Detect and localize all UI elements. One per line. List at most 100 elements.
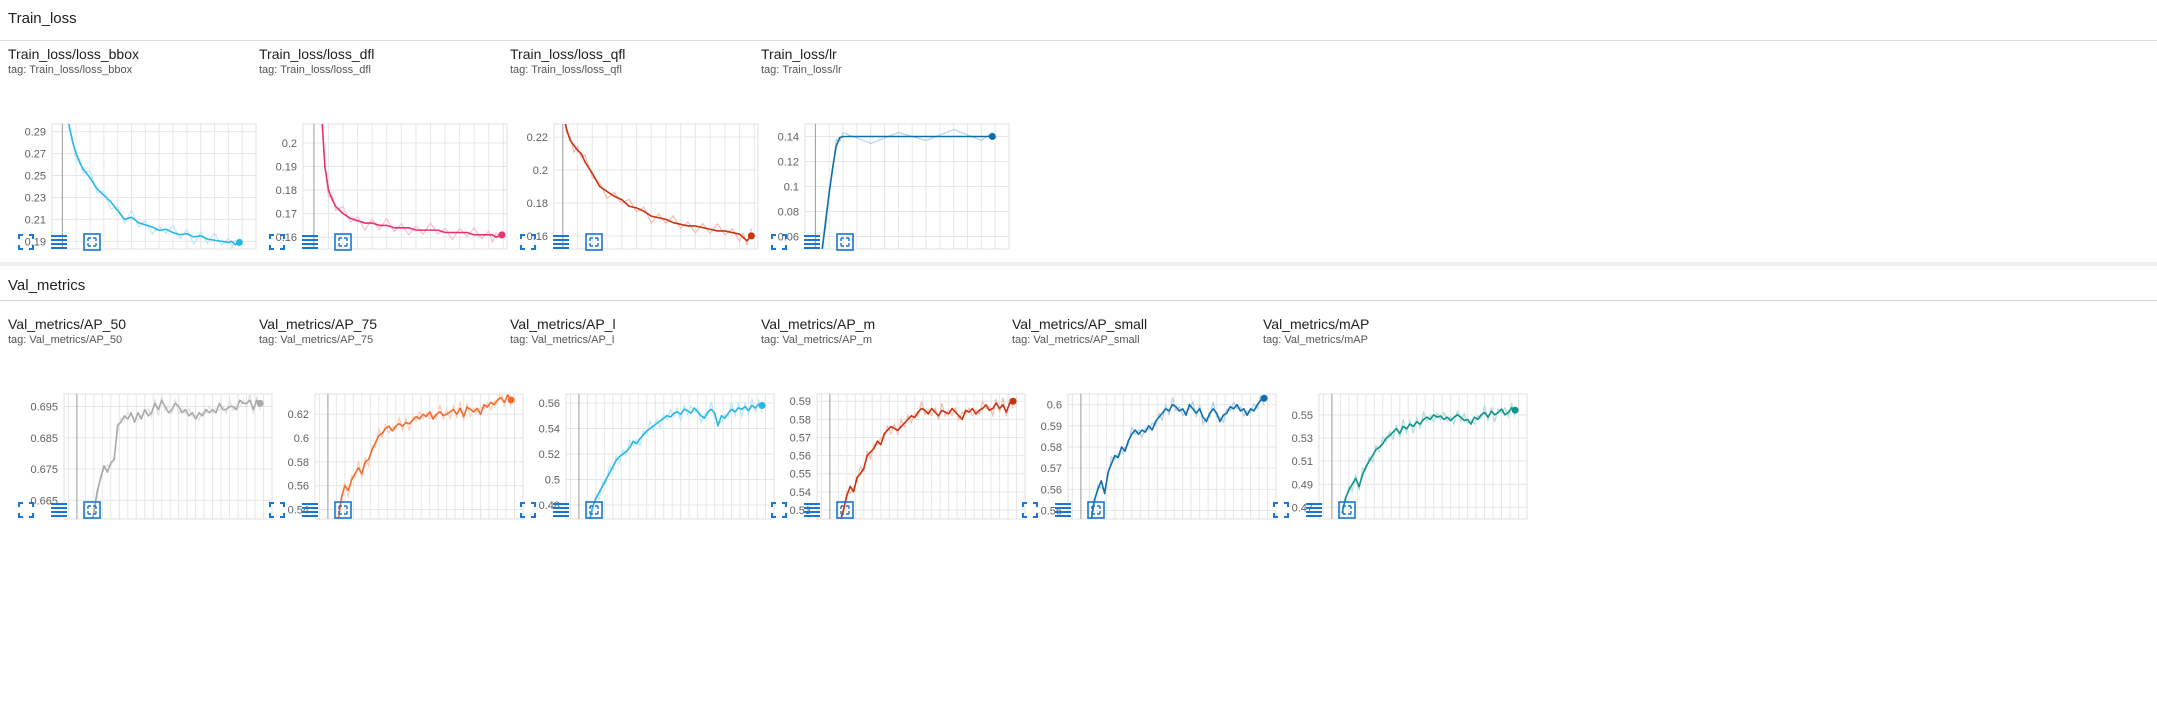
plot-area bbox=[1067, 393, 1277, 520]
section-train-loss: Train_loss Train_loss/loss_bbox tag: Trai… bbox=[0, 0, 2157, 266]
fit-domain-button[interactable] bbox=[331, 231, 355, 253]
data-table-icon bbox=[804, 503, 820, 517]
fullscreen-button[interactable] bbox=[1018, 499, 1042, 521]
chart-tag: tag: Val_metrics/AP_75 bbox=[259, 334, 374, 346]
y-tick-label: 0.19 bbox=[276, 161, 297, 173]
y-tick-label: 0.49 bbox=[1292, 479, 1313, 491]
fit-domain-button[interactable] bbox=[1335, 499, 1359, 521]
plot-area bbox=[63, 393, 273, 520]
fullscreen-button[interactable] bbox=[1269, 499, 1293, 521]
series-line[interactable] bbox=[589, 403, 763, 524]
y-tick-label: 0.58 bbox=[288, 457, 309, 469]
series-last-point[interactable] bbox=[1009, 397, 1017, 405]
plot-area bbox=[51, 123, 257, 250]
series-last-point[interactable] bbox=[498, 231, 506, 239]
fit-domain-button[interactable] bbox=[833, 499, 857, 521]
fullscreen-icon bbox=[520, 502, 536, 518]
series-last-point[interactable] bbox=[1260, 394, 1268, 402]
series-last-point[interactable] bbox=[235, 238, 243, 246]
fullscreen-button[interactable] bbox=[265, 499, 289, 521]
series-last-point[interactable] bbox=[1511, 406, 1519, 414]
line-chart[interactable]: 0.550.560.570.580.590.605101520253035404… bbox=[1004, 316, 1334, 526]
series-line[interactable] bbox=[840, 400, 1014, 522]
y-tick-label: 0.16 bbox=[527, 231, 548, 243]
data-table-button[interactable] bbox=[800, 499, 824, 521]
line-chart[interactable]: 0.6650.6750.6850.69505101520253035404550… bbox=[0, 316, 330, 526]
chart-toolbar bbox=[516, 231, 606, 253]
chart-title: Val_metrics/AP_l bbox=[510, 316, 616, 332]
line-chart[interactable]: 0.190.210.230.250.270.2904008001.2k1.6k2… bbox=[0, 46, 330, 256]
data-table-button[interactable] bbox=[549, 499, 573, 521]
fullscreen-button[interactable] bbox=[265, 231, 289, 253]
fit-domain-button[interactable] bbox=[80, 499, 104, 521]
series-line[interactable] bbox=[87, 399, 261, 526]
y-tick-label: 0.19 bbox=[25, 236, 46, 248]
series-line[interactable] bbox=[815, 135, 993, 257]
series-line[interactable] bbox=[62, 71, 240, 246]
series-line[interactable] bbox=[1090, 397, 1265, 521]
fullscreen-button[interactable] bbox=[516, 231, 540, 253]
line-chart[interactable]: 0.060.080.10.120.1404008001.2k1.6k2k2.4k bbox=[753, 46, 1083, 256]
fit-domain-button[interactable] bbox=[582, 499, 606, 521]
series-last-point[interactable] bbox=[256, 399, 264, 407]
fit-domain-icon bbox=[334, 233, 352, 251]
series-last-point[interactable] bbox=[758, 401, 766, 409]
series-last-point[interactable] bbox=[507, 396, 515, 404]
fit-domain-button[interactable] bbox=[1084, 499, 1108, 521]
fullscreen-button[interactable] bbox=[14, 231, 38, 253]
y-tick-label: 0.62 bbox=[288, 409, 309, 421]
line-chart[interactable]: 0.540.560.580.60.62051015202530354045505… bbox=[251, 316, 581, 526]
fit-domain-button[interactable] bbox=[80, 231, 104, 253]
data-table-button[interactable] bbox=[1051, 499, 1075, 521]
line-chart[interactable]: 0.480.50.520.540.56051015202530354045505… bbox=[502, 316, 832, 526]
y-tick-label: 0.52 bbox=[539, 449, 560, 461]
data-table-button[interactable] bbox=[298, 231, 322, 253]
fit-domain-button[interactable] bbox=[833, 231, 857, 253]
line-chart[interactable]: 0.530.540.550.560.570.580.59051015202530… bbox=[753, 316, 1083, 526]
fit-domain-button[interactable] bbox=[331, 499, 355, 521]
fit-domain-icon bbox=[836, 233, 854, 251]
section-header[interactable]: Val_metrics bbox=[0, 266, 2157, 301]
y-tick-label: 0.29 bbox=[25, 127, 46, 139]
data-table-button[interactable] bbox=[549, 231, 573, 253]
raw-series-line bbox=[91, 394, 261, 519]
series-line[interactable] bbox=[563, 112, 752, 242]
chart-tag: tag: Train_loss/loss_qfl bbox=[510, 64, 622, 76]
series-last-point[interactable] bbox=[988, 133, 996, 140]
fullscreen-button[interactable] bbox=[767, 499, 791, 521]
series-line[interactable] bbox=[314, 46, 503, 239]
chart-toolbar bbox=[1269, 499, 1359, 521]
line-chart[interactable]: 0.470.490.510.530.5505101520253035404550… bbox=[1255, 316, 1585, 526]
y-tick-label: 0.55 bbox=[1041, 506, 1062, 518]
raw-series-line bbox=[68, 124, 240, 249]
chart-title: Val_metrics/mAP bbox=[1263, 316, 1370, 332]
line-chart[interactable]: 0.160.180.20.2204008001.2k1.6k2k2.4k bbox=[502, 46, 832, 256]
data-table-button[interactable] bbox=[800, 231, 824, 253]
chart-tag: tag: Train_loss/loss_dfl bbox=[259, 64, 371, 76]
data-table-button[interactable] bbox=[298, 499, 322, 521]
series-line[interactable] bbox=[337, 394, 512, 521]
section-header[interactable]: Train_loss bbox=[0, 0, 2157, 41]
line-chart[interactable]: 0.160.170.180.190.204008001.2k1.6k2k2.4k bbox=[251, 46, 581, 256]
raw-series-line bbox=[321, 124, 503, 244]
fullscreen-button[interactable] bbox=[516, 499, 540, 521]
fit-domain-button[interactable] bbox=[582, 231, 606, 253]
y-tick-label: 0.2 bbox=[533, 165, 548, 177]
data-table-button[interactable] bbox=[47, 499, 71, 521]
y-tick-label: 0.55 bbox=[790, 469, 811, 481]
chart-card: Train_loss/loss_bbox tag: Train_loss/loss… bbox=[0, 46, 330, 346]
data-table-button[interactable] bbox=[1302, 499, 1326, 521]
data-table-button[interactable] bbox=[47, 231, 71, 253]
chart-card: Train_loss/loss_dfl tag: Train_loss/loss_… bbox=[251, 46, 581, 346]
chart-toolbar bbox=[767, 231, 857, 253]
fullscreen-button[interactable] bbox=[767, 231, 791, 253]
series-line[interactable] bbox=[1341, 407, 1516, 514]
fullscreen-button[interactable] bbox=[14, 499, 38, 521]
chart-card: Val_metrics/AP_75 tag: Val_metrics/AP_75 0… bbox=[251, 316, 581, 616]
y-tick-label: 0.53 bbox=[1292, 433, 1313, 445]
chart-toolbar bbox=[265, 499, 355, 521]
data-table-icon bbox=[1055, 503, 1071, 517]
y-tick-label: 0.58 bbox=[790, 414, 811, 426]
data-table-icon bbox=[51, 503, 67, 517]
series-last-point[interactable] bbox=[747, 232, 755, 240]
